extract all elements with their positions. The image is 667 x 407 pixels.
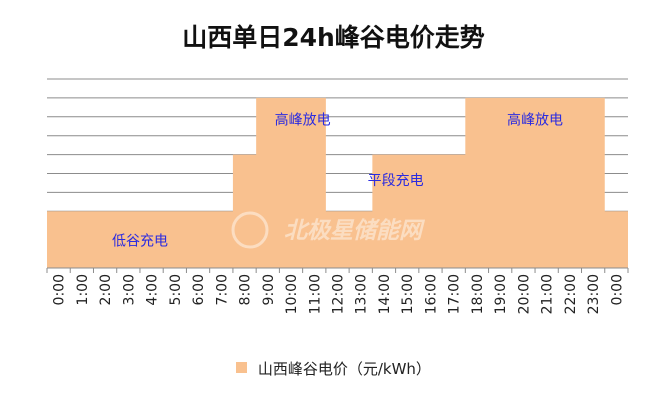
x-tick-label: 3:00 xyxy=(121,274,137,305)
legend: 山西峰谷电价（元/kWh） xyxy=(0,358,667,379)
x-tick-label: 16:00 xyxy=(423,274,439,314)
annotation-label: 低谷充电 xyxy=(112,233,168,249)
series-area-path xyxy=(47,97,628,269)
x-tick-label: 0:00 xyxy=(52,274,68,305)
x-tick-label: 23:00 xyxy=(586,274,602,314)
x-tick-label: 18:00 xyxy=(470,274,486,314)
x-tick-label: 10:00 xyxy=(284,274,300,314)
x-tick-label: 20:00 xyxy=(516,274,532,314)
annotation-label: 高峰放电 xyxy=(275,111,331,128)
x-tick-label: 13:00 xyxy=(354,274,370,314)
x-tick-label: 5:00 xyxy=(168,274,184,305)
x-tick-label: 11:00 xyxy=(307,274,323,314)
x-tick-label: 21:00 xyxy=(540,274,556,314)
x-axis: 0:00 1:00 2:00 3:00 4:00 5:00 6:00 7:00 8:00 9:00… xyxy=(46,267,629,314)
chart-title: 山西单日24h峰谷电价走势 xyxy=(182,23,485,52)
x-tick-label: 12:00 xyxy=(331,274,347,314)
x-tick-label: 22:00 xyxy=(563,274,579,314)
x-tick-label: 17:00 xyxy=(447,274,463,314)
x-tick-label: 15:00 xyxy=(400,274,416,314)
x-tick-label: 8:00 xyxy=(238,274,254,305)
legend-swatch xyxy=(236,362,248,373)
series-area xyxy=(47,97,628,269)
x-tick-label: 7:00 xyxy=(214,274,230,305)
x-tick-label: 9:00 xyxy=(261,274,277,305)
annotation-label: 高峰放电 xyxy=(507,111,563,128)
x-tick-label: 19:00 xyxy=(493,274,509,314)
x-tick-label: 2:00 xyxy=(98,274,114,305)
annotation-label: 平段充电 xyxy=(368,173,424,189)
watermark-text: 北极星储能网 xyxy=(284,218,426,244)
x-tick-label: 1:00 xyxy=(75,274,91,305)
x-tick-label: 4:00 xyxy=(145,274,161,305)
legend-label: 山西峰谷电价（元/kWh） xyxy=(257,360,431,378)
watermark: 北极星储能网 xyxy=(231,211,426,249)
x-tick-label: 14:00 xyxy=(377,274,393,314)
x-tick-label: 6:00 xyxy=(191,274,207,305)
x-tick-label: 0:00 xyxy=(609,274,625,305)
watermark-logo-icon xyxy=(231,211,269,249)
